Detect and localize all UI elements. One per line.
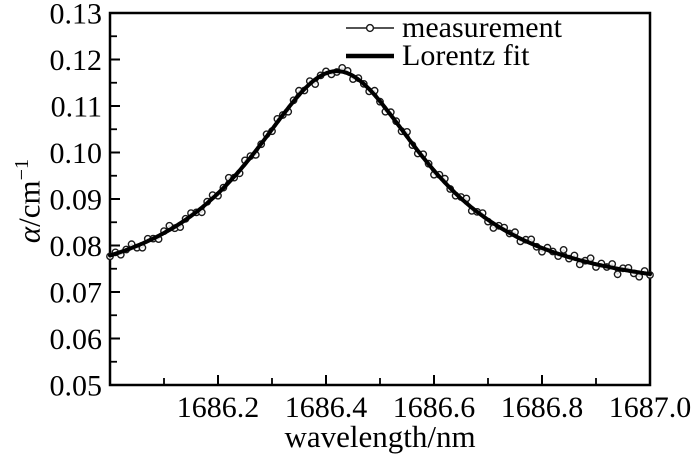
measurement-marker-icon [346, 23, 394, 33]
lorentz-fit-line-icon [346, 53, 394, 59]
x-axis-title: wavelength/nm [284, 419, 476, 454]
x-tick-label: 1686.2 [177, 391, 260, 424]
y-axis-title-unit: /cm [11, 180, 47, 227]
y-tick-label: 0.09 [50, 184, 103, 217]
legend-item-lorentz-fit: Lorentz fit [344, 39, 562, 72]
legend-item-measurement: measurement [344, 11, 562, 44]
y-tick-label: 0.06 [50, 323, 103, 356]
y-tick-label: 0.10 [50, 137, 103, 170]
y-tick-label: 0.13 [50, 0, 103, 31]
y-tick-label: 0.08 [50, 230, 103, 263]
legend: measurement Lorentz fit [344, 11, 562, 72]
y-axis-title: α/cm−1 [2, 119, 46, 283]
measurement-point [559, 245, 568, 254]
x-tick-label: 1687.0 [609, 391, 692, 424]
legend-label-measurement: measurement [402, 11, 562, 44]
y-tick-label: 0.05 [50, 370, 103, 403]
x-tick-label: 1686.4 [285, 391, 368, 424]
legend-label-lorentz-fit: Lorentz fit [402, 39, 530, 72]
plot-frame [108, 11, 652, 387]
x-tick-label: 1686.8 [501, 391, 584, 424]
y-tick-label: 0.11 [51, 91, 102, 124]
y-axis-title-exponent: −1 [11, 158, 33, 181]
measurement-point [613, 270, 622, 279]
x-tick-label: 1686.6 [393, 391, 476, 424]
y-tick-label: 0.12 [50, 44, 103, 77]
y-axis-title-alpha: α [11, 226, 47, 244]
lorentz-fit-curve [108, 69, 652, 277]
y-tick-label: 0.07 [50, 277, 103, 310]
